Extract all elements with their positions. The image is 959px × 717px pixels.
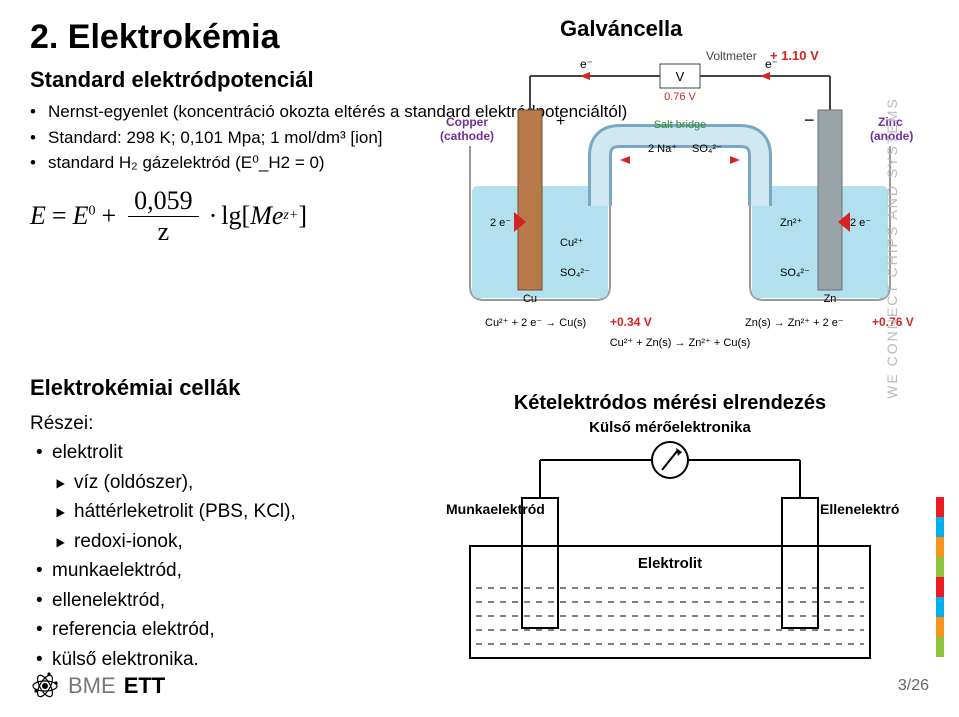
svg-text:2 e⁻: 2 e⁻: [490, 217, 511, 229]
galvanic-cell-diagram: e⁻ e⁻ V Voltmeter + 1.10 V 0.76 V Salt b…: [430, 46, 930, 356]
svg-text:Elektrolit: Elektrolit: [638, 555, 702, 572]
footer-brand-bold: ETT: [124, 673, 166, 699]
list-item: víz (oldószer),: [30, 468, 296, 497]
eq-me: Me: [250, 201, 283, 231]
svg-text:SO₄²⁻: SO₄²⁻: [692, 143, 722, 155]
eq-num: 0,059: [128, 186, 199, 217]
page-number: 3/26: [898, 677, 929, 695]
svg-text:Salt bridge: Salt bridge: [654, 119, 707, 131]
list-item: háttérleketrolit (PBS, KCl),: [30, 497, 296, 526]
svg-text:−: −: [804, 110, 815, 130]
svg-text:Zn²⁺: Zn²⁺: [780, 217, 803, 229]
footer: BME ETT 3/26: [30, 671, 929, 701]
footer-logo: BME ETT: [30, 671, 165, 701]
svg-text:Voltmeter: Voltmeter: [706, 49, 757, 63]
eq-zp: z+: [283, 208, 298, 224]
svg-text:Cu²⁺ + 2 e⁻ → Cu(s): Cu²⁺ + 2 e⁻ → Cu(s): [485, 317, 586, 329]
two-el-outer-label: Külső mérőelektronika: [430, 419, 910, 436]
svg-text:2 e⁻: 2 e⁻: [850, 217, 871, 229]
svg-text:SO₄²⁻: SO₄²⁻: [560, 267, 590, 279]
svg-text:+ 1.10 V: + 1.10 V: [770, 48, 819, 63]
svg-text:V: V: [676, 69, 685, 84]
svg-text:Copper: Copper: [446, 115, 488, 129]
atom-icon: [30, 671, 60, 701]
side-text: WE CONNECT CHIPS AND SYSTEMS: [884, 97, 900, 399]
eq-fraction: 0,059 z: [128, 186, 199, 247]
two-el-title: Kételektródos mérési elrendezés: [430, 392, 910, 415]
svg-text:+0.34 V: +0.34 V: [610, 315, 652, 329]
side-stripes-icon: [936, 497, 944, 657]
eq-den: z: [152, 217, 176, 247]
eq-E0: E0: [73, 201, 96, 231]
svg-text:Cu²⁺ + Zn(s) → Zn²⁺ + Cu(s): Cu²⁺ + Zn(s) → Zn²⁺ + Cu(s): [610, 337, 751, 349]
svg-text:0.76 V: 0.76 V: [664, 91, 696, 103]
svg-text:Cu: Cu: [523, 293, 537, 305]
list-item: külső elektronika.: [30, 645, 296, 674]
svg-text:Zn: Zn: [824, 293, 837, 305]
list-item: redoxi-ionok,: [30, 527, 296, 556]
svg-text:(cathode): (cathode): [440, 129, 494, 143]
svg-text:Zn(s) → Zn²⁺ + 2 e⁻: Zn(s) → Zn²⁺ + 2 e⁻: [745, 317, 844, 329]
list-item: ellenelektród,: [30, 586, 296, 615]
svg-text:SO₄²⁻: SO₄²⁻: [780, 267, 810, 279]
svg-text:Cu²⁺: Cu²⁺: [560, 237, 584, 249]
reszei-label: Részei:: [30, 409, 296, 438]
svg-text:+: +: [556, 113, 565, 130]
eq-lg: lg: [221, 201, 241, 231]
cells-block: Elektrokémiai cellák Részei: elektrolit …: [30, 375, 296, 674]
side-decor: WE CONNECT CHIPS AND SYSTEMS: [929, 60, 951, 657]
footer-brand: BME: [68, 673, 116, 699]
svg-text:Ellenelektród: Ellenelektród: [820, 501, 900, 517]
two-electrode-diagram: Kételektródos mérési elrendezés Külső mé…: [430, 392, 910, 668]
svg-text:2 Na⁺: 2 Na⁺: [648, 143, 677, 155]
list-item: munkaelektród,: [30, 556, 296, 585]
svg-text:e⁻: e⁻: [580, 57, 593, 71]
eq-E: E: [30, 201, 46, 231]
svg-text:Munkaelektród: Munkaelektród: [446, 501, 545, 517]
galvanic-title: Galváncella: [560, 16, 682, 42]
cells-heading: Elektrokémiai cellák: [30, 375, 296, 401]
list-item: referencia elektród,: [30, 615, 296, 644]
list-item: elektrolit: [30, 438, 296, 467]
